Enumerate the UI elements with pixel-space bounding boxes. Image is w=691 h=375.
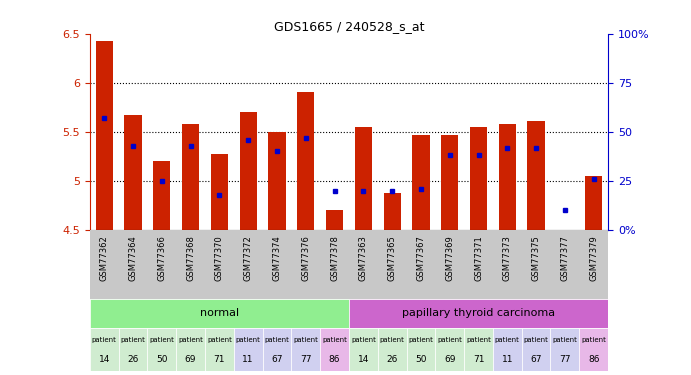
Text: GSM77367: GSM77367 — [417, 236, 426, 281]
Text: patient: patient — [437, 337, 462, 343]
Text: GSM77368: GSM77368 — [186, 236, 195, 281]
Bar — [470, 127, 487, 230]
Text: patient: patient — [265, 337, 290, 343]
Bar — [378, 328, 406, 371]
Text: GSM77365: GSM77365 — [388, 236, 397, 281]
Bar — [234, 328, 263, 371]
Bar — [551, 328, 579, 371]
Bar — [119, 328, 147, 371]
Text: patient: patient — [581, 337, 606, 343]
Bar — [585, 176, 603, 230]
Text: papillary thyroid carcinoma: papillary thyroid carcinoma — [402, 308, 555, 318]
Title: GDS1665 / 240528_s_at: GDS1665 / 240528_s_at — [274, 20, 424, 33]
Bar — [320, 328, 349, 371]
Bar — [292, 328, 320, 371]
Text: GSM77373: GSM77373 — [503, 236, 512, 281]
Text: GSM77363: GSM77363 — [359, 236, 368, 281]
Text: 14: 14 — [358, 355, 369, 364]
Bar — [579, 328, 608, 371]
Text: 77: 77 — [559, 355, 571, 364]
Bar — [464, 328, 493, 371]
Text: patient: patient — [207, 337, 231, 343]
Text: patient: patient — [380, 337, 404, 343]
Bar — [268, 132, 285, 230]
Bar — [297, 92, 314, 230]
Text: 50: 50 — [415, 355, 426, 364]
Text: patient: patient — [322, 337, 347, 343]
Bar — [147, 328, 176, 371]
Text: GSM77369: GSM77369 — [445, 236, 454, 281]
Text: patient: patient — [495, 337, 520, 343]
Text: patient: patient — [553, 337, 577, 343]
Text: 67: 67 — [531, 355, 542, 364]
Text: patient: patient — [236, 337, 261, 343]
Bar — [406, 328, 435, 371]
Text: patient: patient — [121, 337, 145, 343]
Text: GSM77370: GSM77370 — [215, 236, 224, 281]
Text: 11: 11 — [502, 355, 513, 364]
Bar — [124, 115, 142, 230]
Text: patient: patient — [294, 337, 318, 343]
Text: 11: 11 — [243, 355, 254, 364]
Bar — [205, 328, 234, 371]
Text: GSM77377: GSM77377 — [560, 236, 569, 281]
Bar — [240, 112, 257, 230]
Text: 26: 26 — [127, 355, 139, 364]
Text: GSM77362: GSM77362 — [100, 236, 108, 281]
Text: GSM77371: GSM77371 — [474, 236, 483, 281]
Text: 77: 77 — [300, 355, 312, 364]
Text: patient: patient — [466, 337, 491, 343]
Text: 67: 67 — [272, 355, 283, 364]
Text: 86: 86 — [329, 355, 340, 364]
Bar — [263, 328, 292, 371]
Bar — [499, 124, 516, 230]
Text: GSM77375: GSM77375 — [531, 236, 540, 281]
Bar — [493, 328, 522, 371]
Text: patient: patient — [92, 337, 117, 343]
Text: patient: patient — [524, 337, 549, 343]
Bar — [326, 210, 343, 230]
Text: 71: 71 — [473, 355, 484, 364]
Bar — [211, 154, 228, 230]
Text: GSM77376: GSM77376 — [301, 236, 310, 281]
Bar — [413, 135, 430, 230]
Text: GSM77366: GSM77366 — [158, 236, 167, 281]
Bar — [176, 328, 205, 371]
Bar — [522, 328, 551, 371]
Bar — [384, 193, 401, 230]
Bar — [435, 328, 464, 371]
Text: 71: 71 — [214, 355, 225, 364]
Text: GSM77372: GSM77372 — [244, 236, 253, 281]
Bar — [354, 127, 372, 230]
Bar — [527, 121, 545, 230]
Text: patient: patient — [408, 337, 433, 343]
Bar — [349, 328, 378, 371]
Text: GSM77379: GSM77379 — [589, 236, 598, 281]
Text: 69: 69 — [185, 355, 196, 364]
Text: 14: 14 — [99, 355, 110, 364]
Text: normal: normal — [200, 308, 239, 318]
Bar — [90, 298, 349, 328]
Text: GSM77374: GSM77374 — [272, 236, 281, 281]
Bar — [153, 161, 171, 230]
Text: 86: 86 — [588, 355, 599, 364]
Text: patient: patient — [178, 337, 203, 343]
Bar — [441, 135, 458, 230]
Bar — [95, 40, 113, 230]
Text: GSM77378: GSM77378 — [330, 236, 339, 281]
Bar — [182, 124, 199, 230]
Text: patient: patient — [149, 337, 174, 343]
Bar — [90, 328, 119, 371]
Text: 50: 50 — [156, 355, 167, 364]
Text: 69: 69 — [444, 355, 455, 364]
Text: GSM77364: GSM77364 — [129, 236, 138, 281]
Bar — [349, 298, 608, 328]
Text: patient: patient — [351, 337, 376, 343]
Text: 26: 26 — [386, 355, 398, 364]
